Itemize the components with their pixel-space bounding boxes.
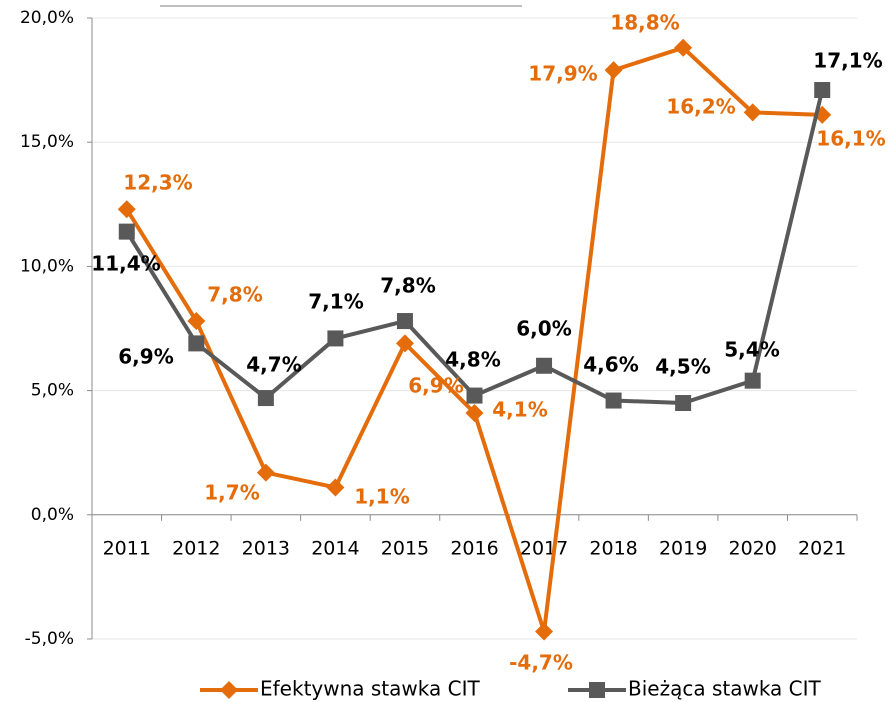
x-tick-label: 2011 (103, 537, 151, 559)
data-label: 18,8% (610, 11, 679, 35)
data-label: 6,9% (408, 374, 463, 398)
y-tick-label: -5,0% (25, 629, 74, 649)
point (395, 334, 414, 353)
y-tick-label: 5,0% (31, 381, 74, 401)
data-label: 4,7% (246, 353, 301, 377)
point (674, 38, 693, 57)
data-label: 6,9% (118, 345, 173, 369)
x-tick-label: 2012 (172, 537, 220, 559)
x-tick-label: 2017 (520, 537, 568, 559)
x-tick-label: 2015 (381, 537, 429, 559)
point (675, 395, 692, 412)
data-label: 17,1% (813, 49, 882, 73)
legend-label: Efektywna stawka CIT (260, 677, 480, 701)
data-label: 11,4% (91, 252, 160, 276)
x-tick-label: 2018 (589, 537, 637, 559)
x-tick-label: 2013 (242, 537, 290, 559)
data-label: 7,8% (380, 274, 435, 298)
legend-marker (220, 681, 238, 699)
data-label: 1,1% (354, 485, 409, 509)
y-tick-label: 20,0% (20, 8, 74, 28)
point (814, 82, 831, 99)
x-tick-label: 2020 (729, 537, 777, 559)
point (396, 313, 413, 330)
point (327, 330, 344, 347)
point (256, 463, 275, 482)
point (536, 357, 553, 374)
point (188, 335, 205, 352)
data-label: 16,2% (666, 95, 735, 119)
x-tick-label: 2019 (659, 537, 707, 559)
point (326, 478, 345, 497)
data-label: 5,4% (724, 338, 779, 362)
point (257, 390, 274, 407)
point (604, 61, 623, 80)
point (605, 392, 622, 409)
point (466, 387, 483, 404)
data-label: 17,9% (528, 62, 597, 86)
legend-marker (589, 682, 605, 698)
point (117, 200, 136, 219)
legend-label: Bieżąca stawka CIT (628, 677, 822, 701)
data-label: 7,1% (308, 290, 363, 314)
data-label: 12,3% (123, 171, 192, 195)
x-tick-label: 2021 (798, 537, 846, 559)
x-tick-label: 2014 (311, 537, 359, 559)
data-label: 4,5% (655, 355, 710, 379)
point (744, 372, 761, 389)
y-tick-label: 15,0% (20, 132, 74, 152)
point (743, 103, 762, 122)
y-tick-label: 10,0% (20, 256, 74, 276)
point (465, 403, 484, 422)
data-label: -4,7% (509, 651, 573, 675)
data-label: 7,8% (207, 283, 262, 307)
y-tick-label: 0,0% (31, 505, 74, 525)
data-label: 4,8% (445, 348, 500, 372)
point (535, 622, 554, 641)
point (187, 312, 206, 331)
data-label: 1,7% (204, 481, 259, 505)
data-label: 6,0% (516, 317, 571, 341)
data-label: 16,1% (816, 127, 885, 151)
point (118, 223, 135, 240)
x-tick-label: 2016 (450, 537, 498, 559)
data-label: 4,1% (492, 398, 547, 422)
data-label: 4,6% (583, 353, 638, 377)
